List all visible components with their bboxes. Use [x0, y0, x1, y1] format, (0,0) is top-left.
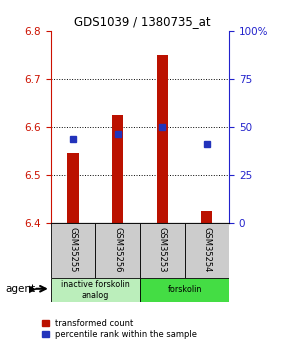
Text: GDS1039 / 1380735_at: GDS1039 / 1380735_at: [74, 16, 211, 29]
Bar: [51, 278, 140, 302]
Text: agent: agent: [6, 284, 36, 294]
Text: GSM35254: GSM35254: [202, 227, 211, 273]
Bar: [140, 278, 229, 302]
Text: inactive forskolin
analog: inactive forskolin analog: [61, 280, 130, 299]
Text: GSM35253: GSM35253: [158, 227, 167, 273]
Bar: [157, 55, 168, 223]
Bar: [201, 210, 212, 223]
Bar: [95, 223, 140, 278]
Bar: [140, 223, 184, 278]
Text: GSM35255: GSM35255: [68, 227, 77, 273]
Bar: [184, 223, 229, 278]
Text: forskolin: forskolin: [167, 285, 202, 294]
Bar: [112, 115, 123, 223]
Text: GSM35256: GSM35256: [113, 227, 122, 273]
Legend: transformed count, percentile rank within the sample: transformed count, percentile rank withi…: [42, 319, 197, 339]
Text: ▶: ▶: [29, 284, 37, 294]
Bar: [68, 153, 79, 223]
Bar: [51, 223, 95, 278]
